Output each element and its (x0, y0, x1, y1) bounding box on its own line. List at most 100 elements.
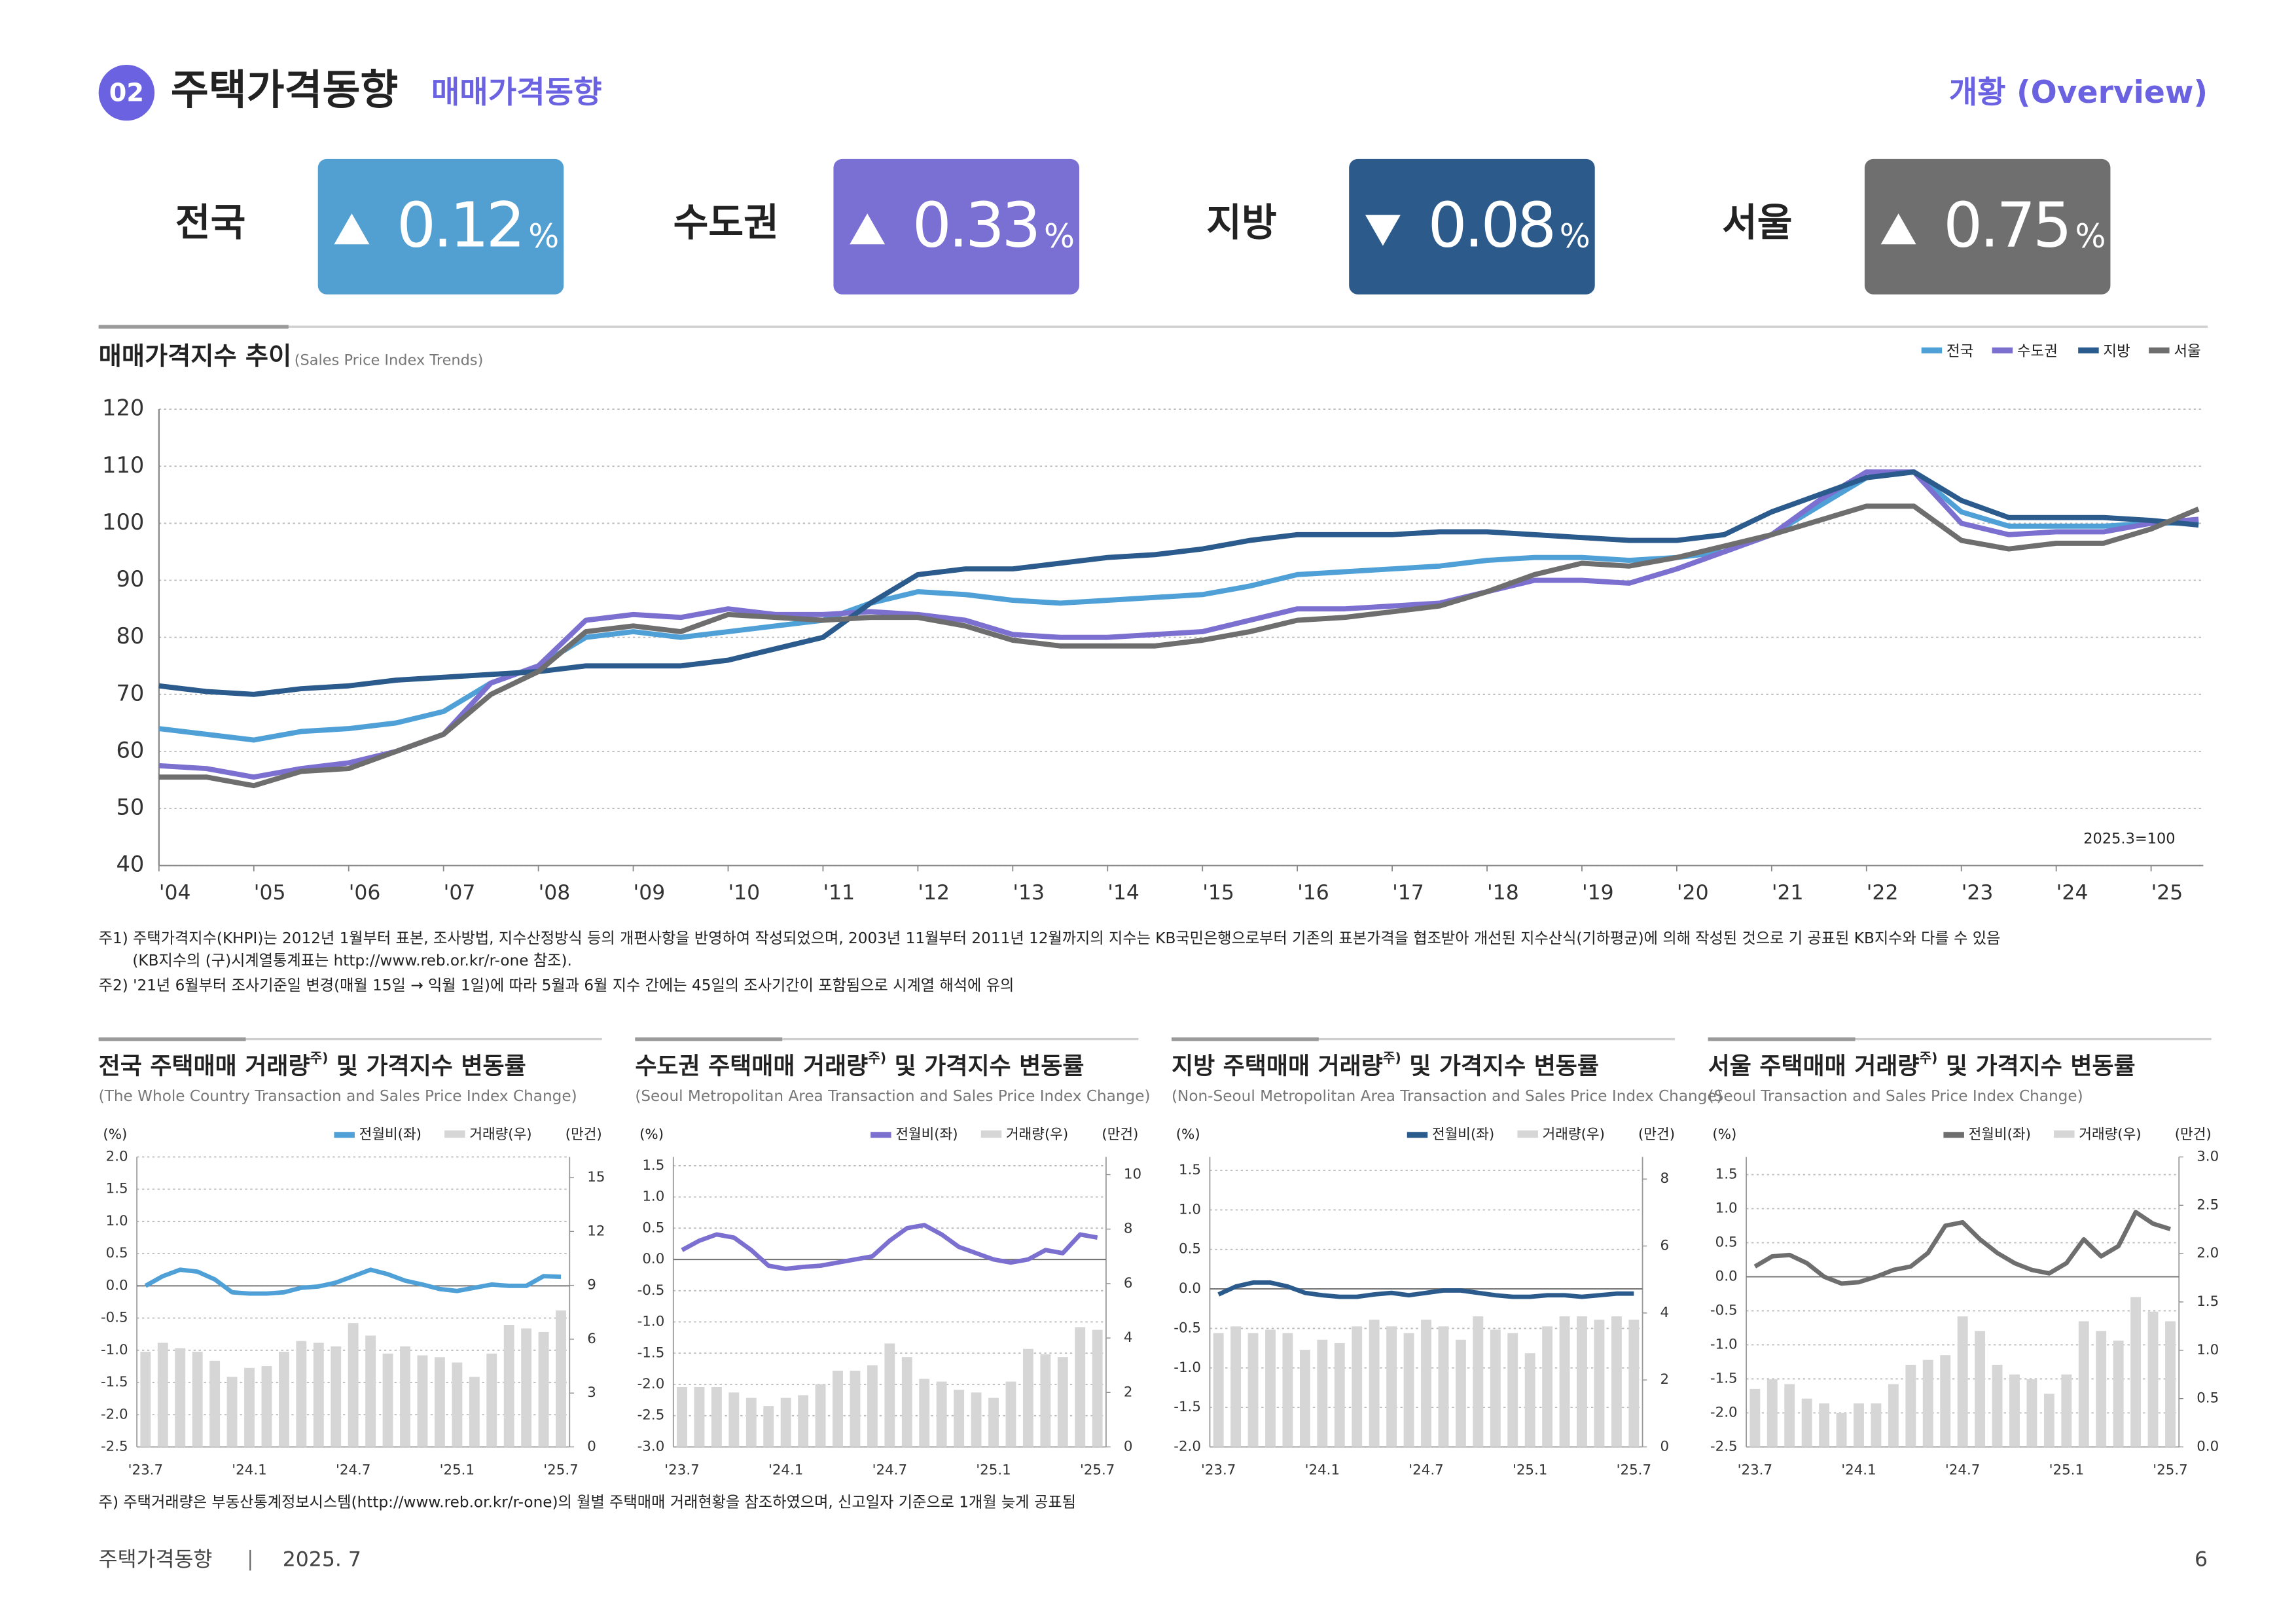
y-tick-label: 1.5 (106, 1181, 128, 1197)
x-tick-label: '09 (634, 881, 666, 905)
x-tick-label: '23.7 (664, 1462, 699, 1478)
bar (348, 1323, 359, 1447)
bar (954, 1390, 965, 1447)
y2-tick-label: 6 (587, 1331, 596, 1347)
bar (1542, 1326, 1553, 1447)
y2-tick-label: 0 (1124, 1438, 1133, 1454)
bar (452, 1362, 463, 1447)
x-tick-label: '24.1 (1305, 1462, 1340, 1478)
bar (296, 1341, 307, 1447)
legend-label: 거래량(우) (1006, 1127, 1068, 1143)
indicator-label: 서울 (1722, 200, 1793, 245)
bar (1092, 1329, 1103, 1447)
bar (2130, 1297, 2142, 1447)
title-superscript: 주) (310, 1049, 329, 1065)
legend-swatch (444, 1130, 465, 1138)
indicator-box (317, 158, 564, 295)
y-tick-label: 1.0 (106, 1213, 128, 1229)
y-tick-label: 0.0 (1715, 1269, 1738, 1285)
y-axis-label: (%) (639, 1127, 664, 1143)
indicator-value: 0.08 (1427, 190, 1553, 262)
indicator-label: 전국 (175, 200, 246, 245)
x-tick-label: '25.1 (2049, 1462, 2084, 1478)
badge (98, 64, 155, 121)
x-tick-label: '12 (918, 881, 950, 905)
bar (867, 1365, 878, 1447)
y-tick-label: 1.0 (642, 1189, 664, 1205)
chart-subtitle: (Seoul Metropolitan Area Transaction and… (635, 1088, 1150, 1105)
title-part: 지방 주택매매 거래량 (1172, 1053, 1383, 1079)
y2-tick-label: 0.0 (2197, 1438, 2219, 1454)
y-axis-label: (%) (1176, 1127, 1200, 1143)
legend-label: 수도권 (2017, 343, 2058, 360)
bar (798, 1395, 809, 1447)
series-line (158, 469, 2199, 743)
bar (157, 1343, 168, 1447)
bar (1265, 1329, 1276, 1447)
x-tick-label: '25.1 (976, 1462, 1011, 1478)
indicator-value: 0.75 (1943, 190, 2069, 262)
bar (1819, 1403, 1830, 1447)
bar (244, 1367, 255, 1447)
legend-label: 전국 (1946, 343, 1973, 360)
bar (1040, 1354, 1051, 1447)
y-axis-label: (%) (1712, 1127, 1736, 1143)
series-line (1753, 1210, 2172, 1286)
indicator-box (1349, 158, 1595, 295)
bar (209, 1360, 221, 1447)
legend-label: 지방 (2103, 343, 2130, 360)
bar (1213, 1333, 1224, 1447)
y-tick-label: -0.5 (1174, 1320, 1201, 1336)
indicator-value: 0.12 (397, 190, 522, 262)
y2-tick-label: 2.0 (2197, 1245, 2219, 1261)
series-line (158, 503, 2200, 789)
indicator-box (1864, 158, 2111, 295)
bar (417, 1355, 428, 1447)
bar (988, 1398, 999, 1447)
y2-tick-label: 3.0 (2197, 1148, 2219, 1164)
footer-title: 주택가격동향 (99, 1548, 213, 1572)
chart-subtitle: (Sales Price Index Trends) (295, 352, 484, 369)
y2-axis-label: (만건) (2175, 1127, 2212, 1143)
y-tick-label: 1.5 (1715, 1166, 1738, 1183)
bar (745, 1398, 757, 1447)
bar (1230, 1326, 1242, 1447)
bar (1628, 1320, 1640, 1447)
bar (1957, 1316, 1968, 1447)
bar (1749, 1388, 1761, 1447)
x-tick-label: '13 (1013, 881, 1045, 905)
y2-tick-label: 12 (587, 1223, 605, 1239)
indicator-unit: % (528, 217, 559, 255)
bar (936, 1381, 947, 1447)
x-tick-label: '10 (728, 881, 761, 905)
y-tick-label: -2.5 (637, 1407, 665, 1424)
x-tick-label: '24.7 (872, 1462, 907, 1478)
bar (226, 1377, 238, 1447)
y2-axis-label: (만건) (565, 1127, 602, 1143)
indicator-arrow (334, 213, 370, 245)
y2-tick-label: 1.0 (2197, 1342, 2219, 1358)
bar (1559, 1316, 1570, 1447)
x-tick-label: '23.7 (1201, 1462, 1236, 1478)
bar (175, 1348, 186, 1447)
y-tick-label: 1.5 (1179, 1162, 1201, 1178)
y-tick-label: 0.0 (106, 1277, 128, 1293)
bar (365, 1335, 376, 1447)
bar (140, 1352, 151, 1447)
legend-label: 전월비(좌) (895, 1127, 958, 1143)
bar (1386, 1326, 1397, 1447)
bar (1299, 1350, 1310, 1447)
x-tick-label: '15 (1202, 881, 1234, 905)
bar (469, 1377, 480, 1447)
indicator-box (833, 158, 1079, 295)
y2-tick-label: 6 (1660, 1238, 1670, 1254)
bar (192, 1352, 203, 1447)
x-tick-label: '06 (349, 881, 381, 905)
y-tick-label: 0.5 (642, 1219, 664, 1236)
bar (1577, 1316, 1587, 1447)
y-tick-label: -1.5 (101, 1374, 128, 1390)
bar (1473, 1316, 1484, 1447)
title-superscript: 주) (1920, 1049, 1938, 1065)
y-tick-label: 90 (116, 566, 144, 592)
